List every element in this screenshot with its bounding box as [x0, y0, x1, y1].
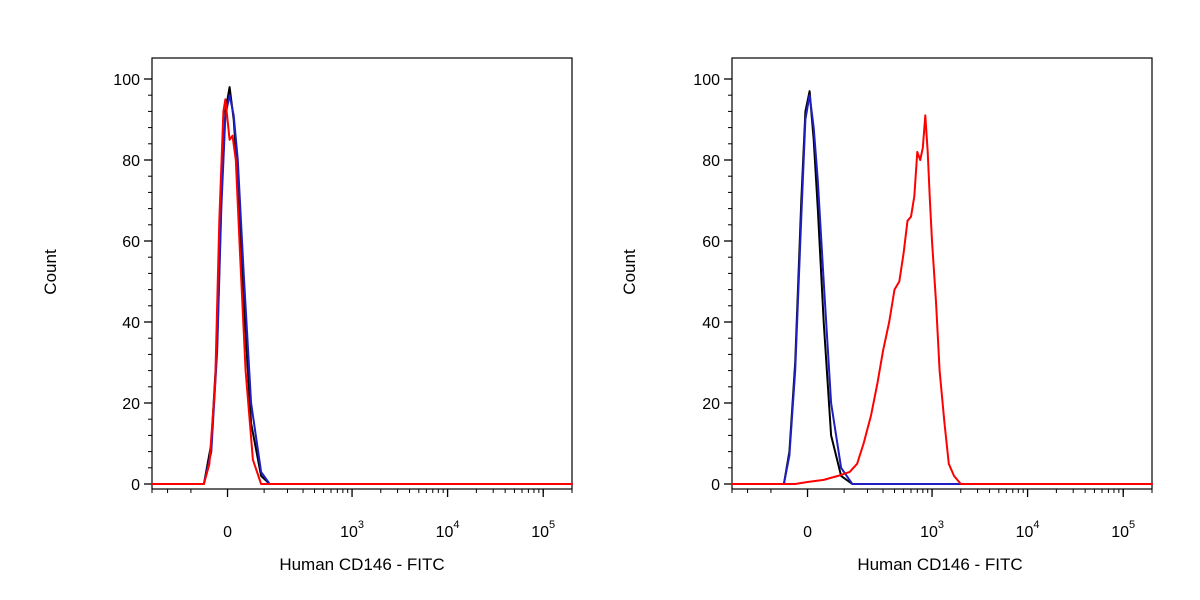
x-axis-left: 0 103 104 105	[151, 489, 573, 541]
y-tick-label: 40	[702, 315, 720, 332]
x-tick-label: 103	[340, 519, 364, 541]
y-tick-label: 20	[702, 396, 720, 413]
curves-right	[731, 90, 1153, 485]
x-tick-label: 105	[1111, 519, 1135, 541]
histogram-curve-1	[731, 94, 1153, 485]
y-tick-label: 100	[693, 72, 720, 89]
y-tick-label: 40	[122, 315, 140, 332]
y-tick-label: 60	[122, 234, 140, 251]
x-axis-label-right: Human CD146 - FITC	[857, 555, 1022, 574]
y-tick-label: 80	[702, 153, 720, 170]
x-tick-label: 104	[1016, 519, 1040, 541]
histogram-curve-1	[151, 94, 573, 485]
y-tick-label: 0	[711, 477, 720, 494]
y-axis-left: 0 20 40 60 80 100	[113, 72, 152, 494]
x-tick-label: 0	[223, 524, 232, 541]
x-tick-label: 103	[920, 519, 944, 541]
plot-frame-left	[151, 57, 573, 490]
y-axis-label-right: Count	[620, 249, 639, 295]
y-tick-label: 100	[113, 72, 140, 89]
histogram-panel-left: 0 20 40 60 80 100 0 103 104 105 Human CD146 - FI…	[41, 57, 573, 574]
x-tick-label: 105	[531, 519, 555, 541]
histogram-panel-right: 0 20 40 60 80 100 0 103 104 105 Human CD146 - FI…	[620, 57, 1153, 574]
x-tick-label: 0	[803, 524, 812, 541]
curves-left	[151, 86, 573, 485]
x-axis-right: 0 103 104 105	[731, 489, 1153, 541]
y-axis-right: 0 20 40 60 80 100	[693, 72, 732, 494]
histogram-curve-2	[731, 114, 1153, 485]
x-tick-label: 104	[436, 519, 460, 541]
x-axis-label-left: Human CD146 - FITC	[279, 555, 444, 574]
y-tick-label: 80	[122, 153, 140, 170]
histogram-curve-2	[151, 98, 573, 485]
plot-frame-right	[731, 57, 1153, 490]
y-tick-label: 20	[122, 396, 140, 413]
histogram-curve-0	[151, 86, 573, 485]
histogram-curve-0	[731, 90, 1153, 485]
y-axis-label-left: Count	[41, 249, 60, 295]
y-tick-label: 0	[131, 477, 140, 494]
y-tick-label: 60	[702, 234, 720, 251]
